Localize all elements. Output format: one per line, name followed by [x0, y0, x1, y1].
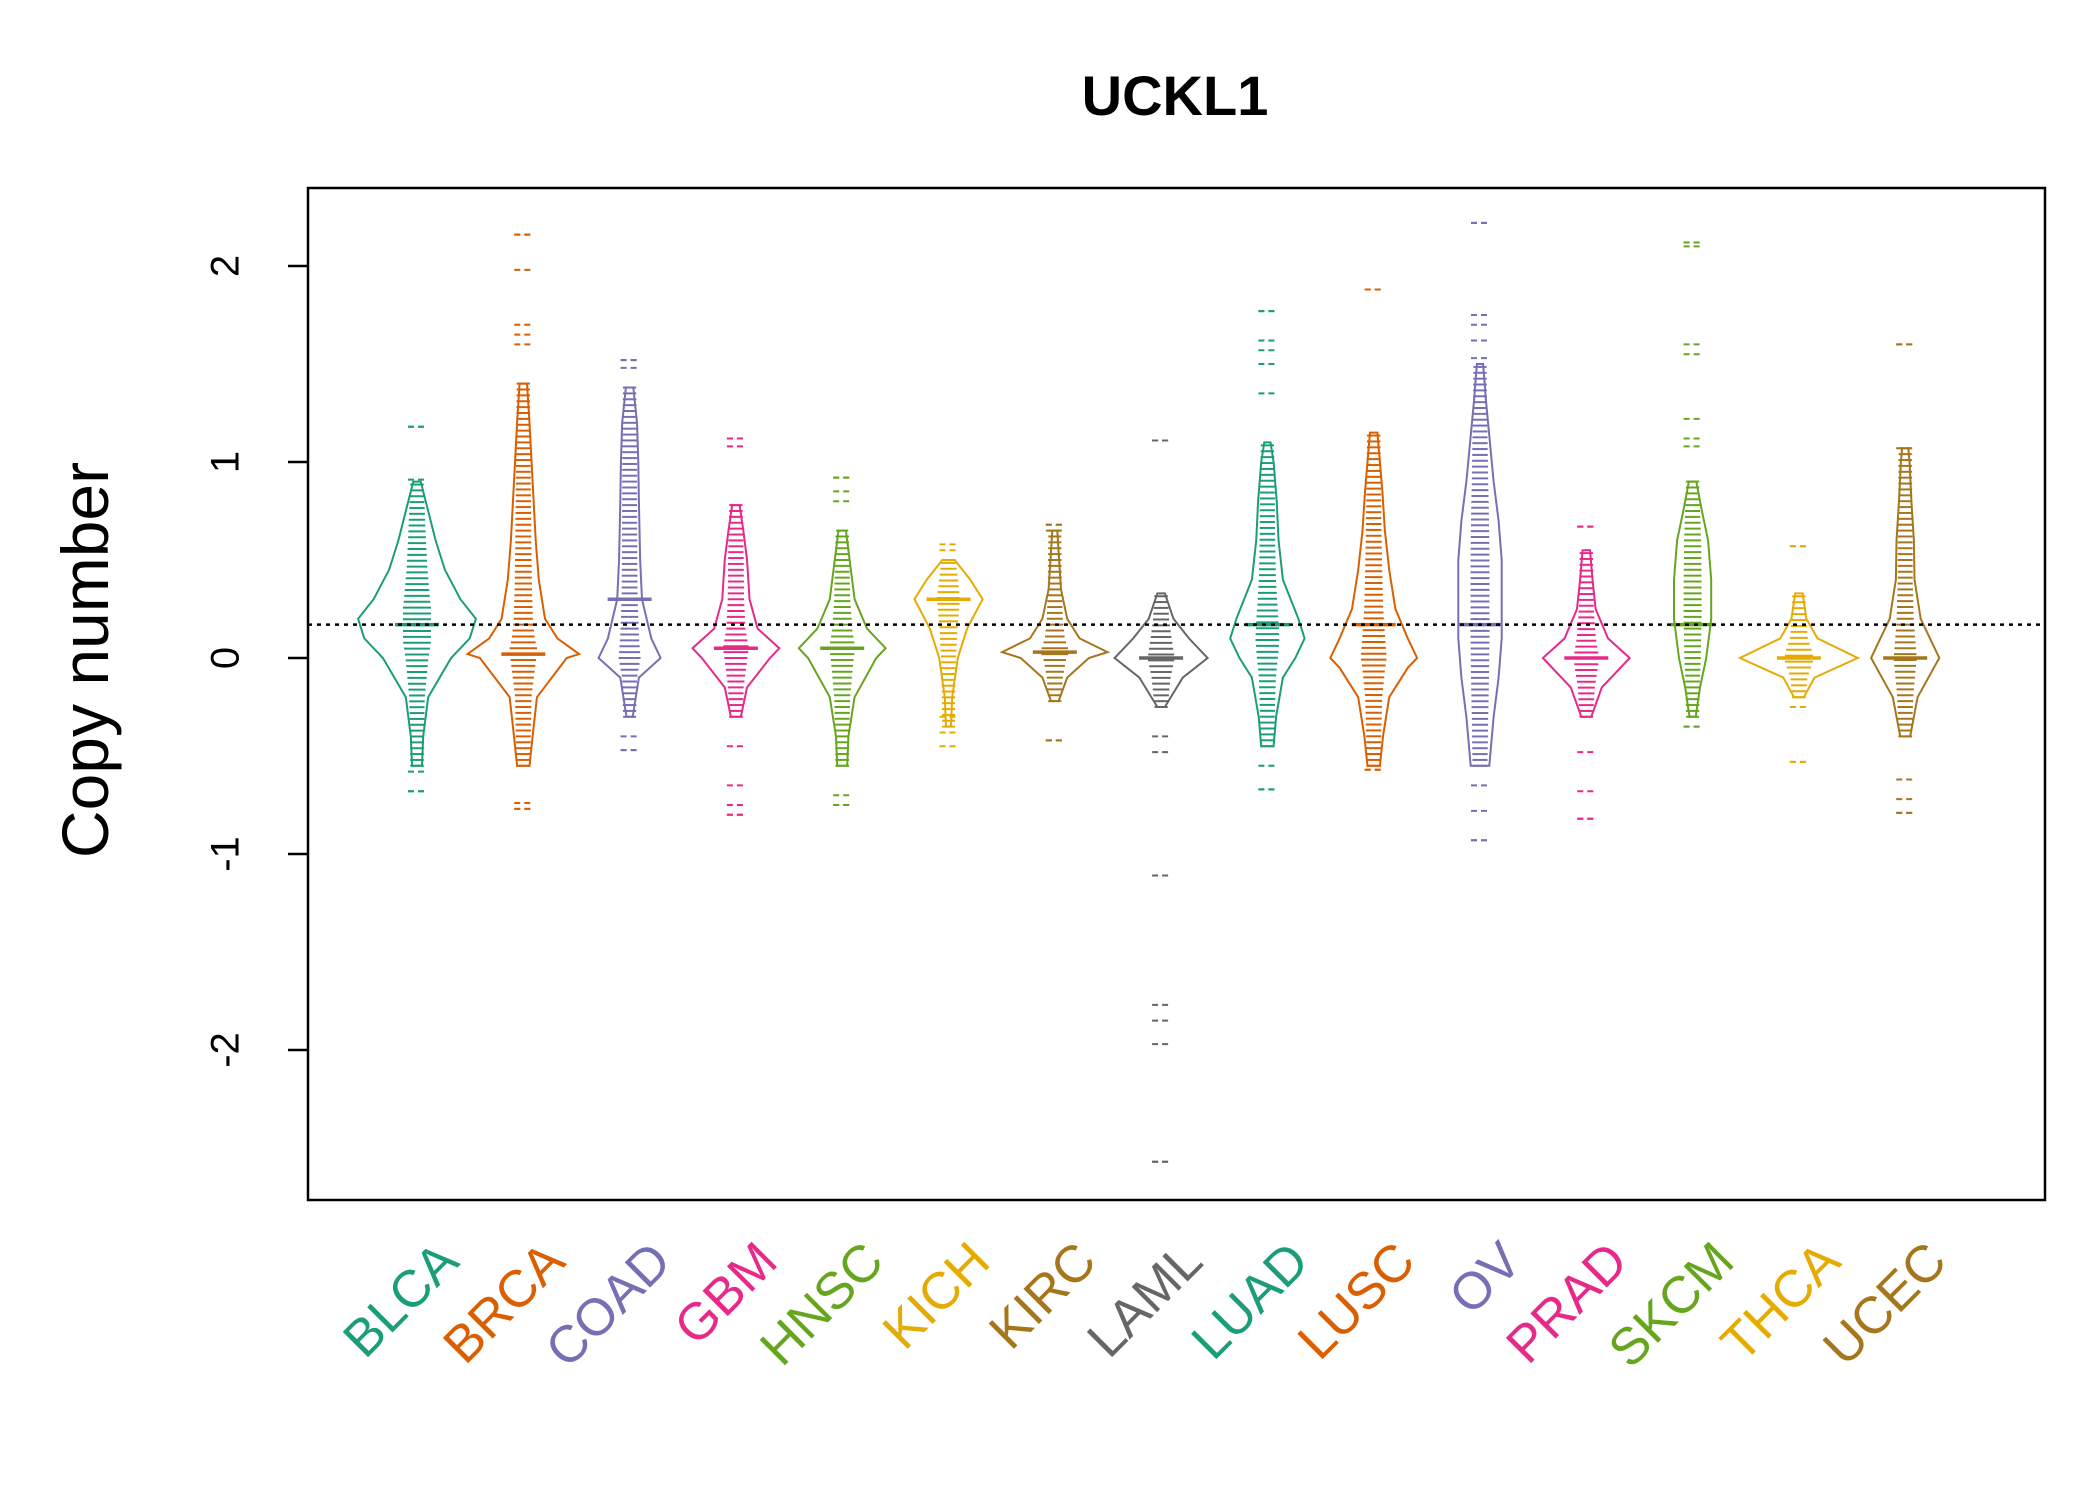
- plot-frame: [306, 186, 2047, 1202]
- x-tick-label-luad: LUAD: [1181, 1231, 1320, 1370]
- bean-density: [1457, 363, 1503, 767]
- bean-density: [1737, 592, 1861, 699]
- bean-lusc: [1329, 288, 1419, 771]
- x-tick-label-kirc: KIRC: [978, 1231, 1107, 1360]
- bean-brca: [465, 233, 582, 810]
- x-tick-label-kich: KICH: [872, 1231, 1001, 1360]
- bean-density: [1113, 592, 1210, 708]
- bean-gbm: [691, 437, 781, 816]
- beans-layer: [356, 221, 1941, 1163]
- bean-density: [1229, 441, 1306, 748]
- y-tick-label: -2: [204, 1032, 248, 1068]
- y-tick-label: 0: [204, 647, 248, 669]
- bean-density: [913, 559, 984, 728]
- x-tick-label-laml: LAML: [1077, 1231, 1214, 1368]
- bean-density: [1541, 549, 1632, 718]
- bean-coad: [597, 359, 662, 752]
- bean-density: [465, 382, 582, 767]
- bean-hnsc: [797, 476, 887, 806]
- x-tick-label-skcm: SKCM: [1598, 1231, 1745, 1378]
- chart-title: UCKL1: [1082, 64, 1269, 127]
- x-tick-label-coad: COAD: [535, 1231, 682, 1378]
- x-tick-label-hnsc: HNSC: [750, 1231, 895, 1376]
- bean-density: [999, 529, 1111, 703]
- bean-skcm: [1670, 241, 1715, 728]
- bean-density: [1329, 431, 1419, 767]
- y-tick-label: 2: [204, 255, 248, 277]
- bean-laml: [1113, 439, 1210, 1163]
- y-axis: -2 -1 0 1 2: [204, 255, 308, 1068]
- bean-luad: [1229, 310, 1306, 791]
- bean-prad: [1541, 525, 1632, 820]
- y-tick-label: -1: [204, 836, 248, 872]
- bean-kich: [913, 543, 984, 748]
- bean-kirc: [999, 523, 1111, 742]
- x-tick-label-lusc: LUSC: [1287, 1231, 1426, 1370]
- y-axis-label: Copy number: [48, 462, 122, 858]
- bean-density: [1869, 447, 1941, 738]
- bean-blca: [356, 425, 478, 793]
- bean-thca: [1737, 545, 1861, 763]
- bean-ov: [1457, 221, 1503, 842]
- x-tick-label-ucec: UCEC: [1813, 1231, 1958, 1376]
- y-tick-label: 1: [204, 451, 248, 473]
- bean-ucec: [1869, 343, 1941, 814]
